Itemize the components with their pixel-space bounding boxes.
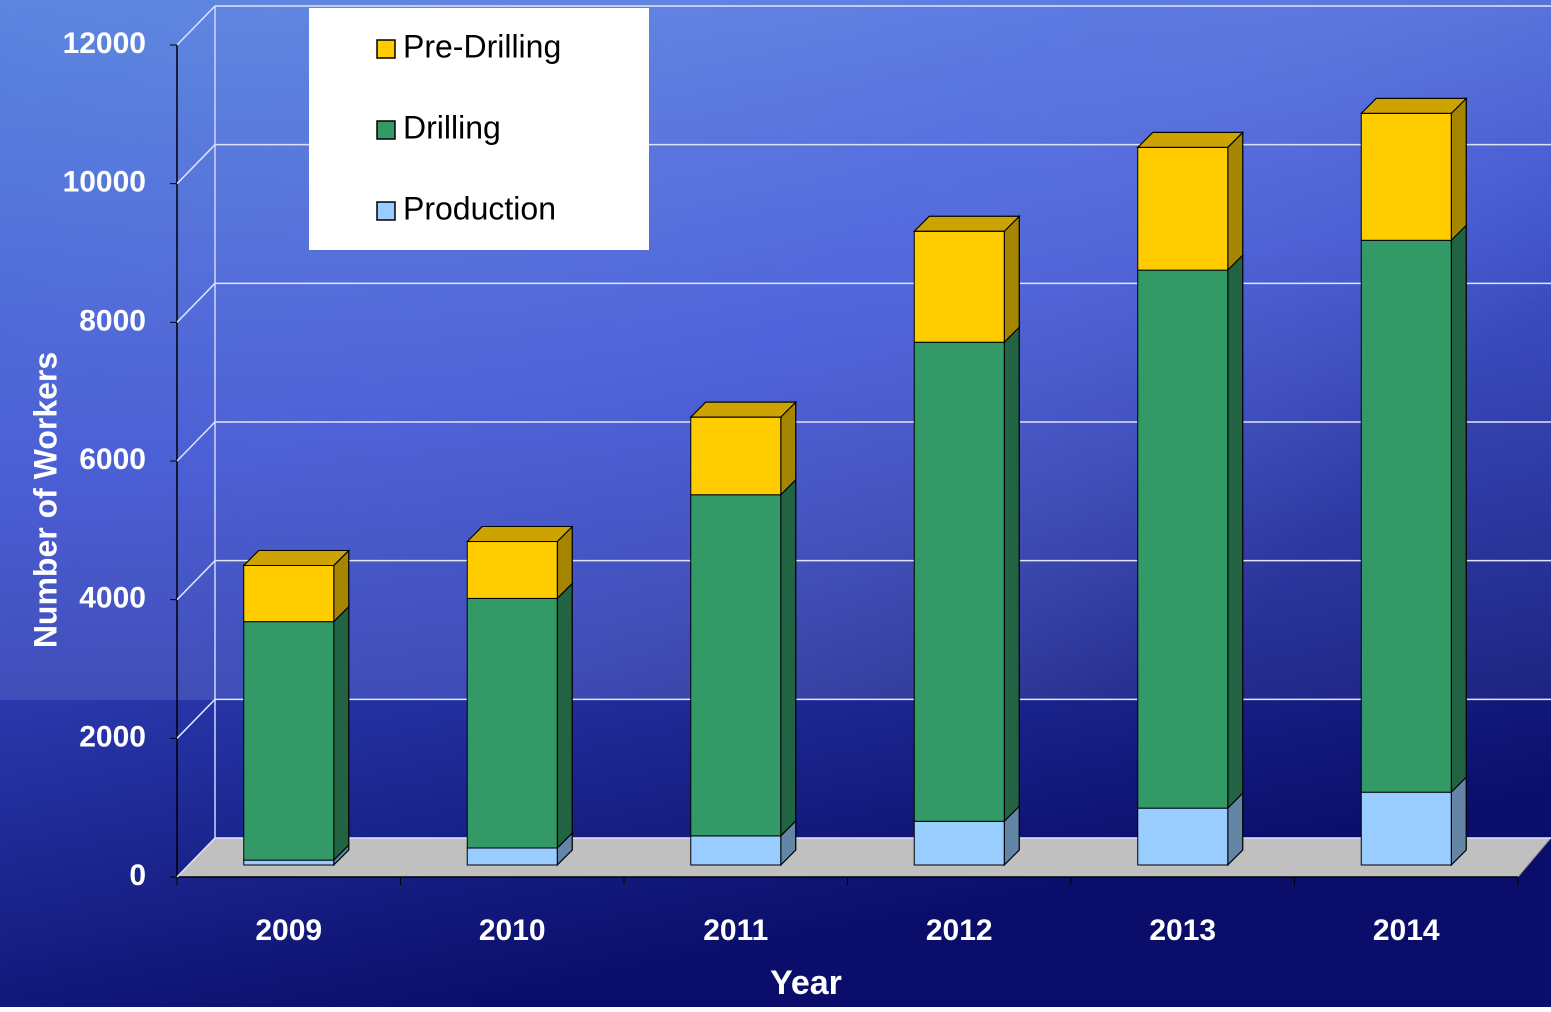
bar-side-shade (1450, 97, 1467, 242)
grid-line-wall (176, 421, 216, 462)
x-tick-label: 2010 (479, 914, 546, 947)
bar (690, 494, 782, 837)
bar (466, 541, 558, 599)
bar (243, 859, 335, 866)
legend-swatch (376, 201, 396, 221)
bar (1137, 269, 1229, 809)
grid-line-wall (176, 837, 216, 878)
bar-side-shade (333, 605, 350, 862)
y-tick-label: 6000 (79, 443, 146, 476)
bar-top-shade (242, 549, 350, 566)
bar-side-shade (1227, 131, 1244, 272)
bar-side-shade (1227, 253, 1244, 810)
grid-line-wall (176, 282, 216, 323)
x-tick-label: 2012 (926, 914, 993, 947)
bar-top-shade (1136, 131, 1244, 148)
grid-line-wall (176, 698, 216, 739)
x-tick-label: 2013 (1149, 914, 1216, 947)
legend-label: Pre-Drilling (403, 28, 561, 64)
bar (1360, 112, 1452, 241)
bar (1137, 146, 1229, 271)
bar-side-shade (556, 582, 573, 850)
grid-line-wall (176, 5, 216, 46)
floor (175, 837, 1551, 878)
bar-top-shade (913, 215, 1021, 232)
bar (243, 621, 335, 861)
bar-top-shade (1360, 97, 1468, 114)
x-axis-title: Year (770, 964, 842, 1002)
y-tick-label: 0 (129, 859, 146, 892)
bar (913, 230, 1005, 343)
bar-top-shade (689, 401, 797, 418)
y-tick-label: 8000 (79, 304, 146, 337)
x-tick-label: 2009 (255, 914, 322, 947)
bar-top-shade (466, 526, 574, 543)
y-axis-title: Number of Workers (27, 352, 63, 648)
legend-box (309, 8, 649, 250)
bar-side-shade (1003, 215, 1020, 344)
y-tick-label: 10000 (63, 166, 146, 199)
y-tick-label: 12000 (63, 27, 146, 60)
bar (913, 341, 1005, 822)
x-tick-label: 2014 (1373, 914, 1440, 947)
bar-side-shade (1003, 326, 1020, 823)
bar-side-shade (1450, 224, 1467, 794)
bar (243, 564, 335, 623)
bar (1360, 791, 1452, 866)
bar-side-shade (780, 478, 797, 838)
y-tick-label: 4000 (79, 582, 146, 615)
bar (1137, 807, 1229, 866)
legend-swatch (376, 39, 396, 59)
grid-line-wall (176, 144, 216, 185)
legend-label: Production (403, 190, 556, 226)
bar (1360, 239, 1452, 793)
bar (466, 597, 558, 849)
bar (690, 416, 782, 496)
legend-label: Drilling (403, 109, 501, 145)
y-tick-label: 2000 (79, 720, 146, 753)
bar (913, 820, 1005, 866)
grid-line-wall (176, 560, 216, 601)
x-tick-label: 2011 (703, 914, 768, 947)
legend-swatch (376, 120, 396, 140)
bar (466, 847, 558, 866)
bar-side-shade (780, 400, 797, 496)
bar (690, 835, 782, 866)
